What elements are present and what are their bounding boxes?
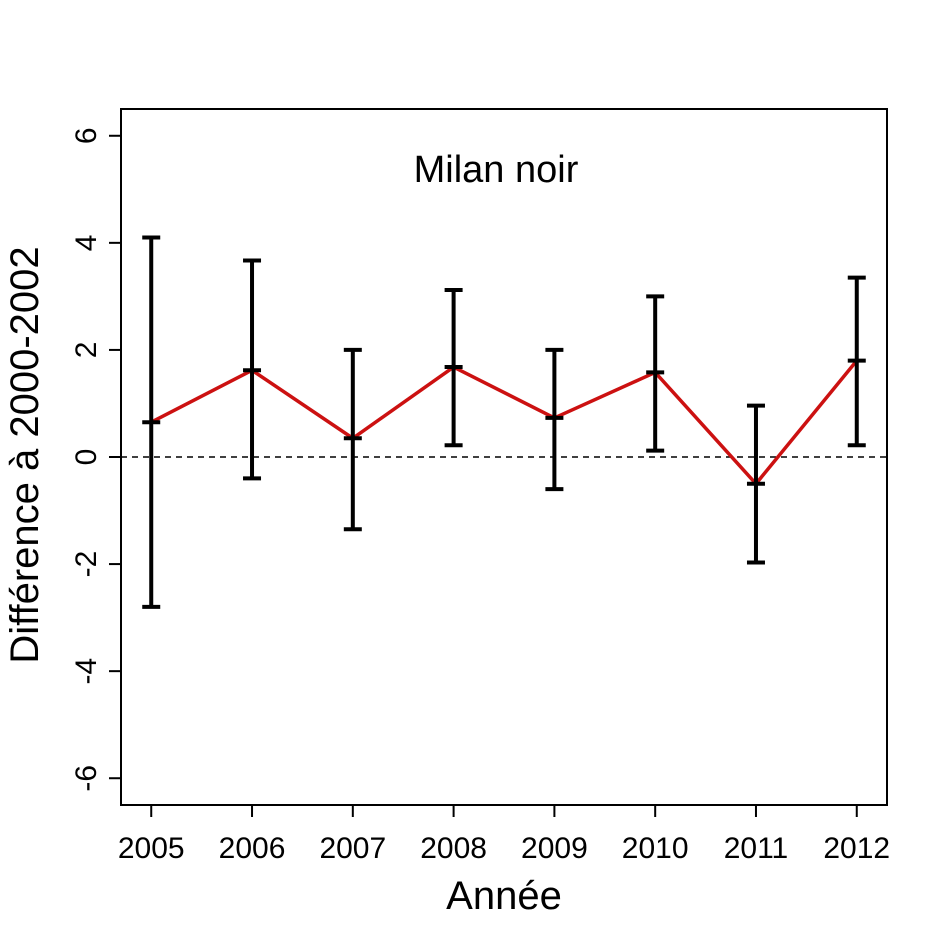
- x-tick-label: 2005: [118, 832, 185, 865]
- error-bar: [847, 275, 866, 448]
- y-tick-label: -4: [70, 658, 103, 685]
- y-tick-label: 4: [70, 235, 103, 252]
- error-bar: [444, 287, 463, 448]
- error-bar: [746, 403, 765, 565]
- y-tick-label: -6: [70, 765, 103, 792]
- x-axis: 2005 2006 2007 2008 2009 2010 2011 2012: [118, 804, 890, 865]
- x-tick-label: 2007: [319, 832, 386, 865]
- y-tick-label: -2: [70, 551, 103, 578]
- series-line: [150, 359, 859, 486]
- x-axis-title: Année: [446, 874, 562, 918]
- error-bar: [142, 235, 161, 609]
- error-bar: [646, 294, 665, 453]
- error-bar: [343, 347, 362, 532]
- x-tick-label: 2011: [724, 832, 789, 865]
- y-tick-label: 2: [70, 342, 103, 359]
- chart-title: Milan noir: [414, 149, 579, 191]
- error-bar: [545, 347, 564, 492]
- x-tick-label: 2006: [219, 832, 286, 865]
- y-axis: -6 -4 -2 0 2 4 6: [70, 127, 122, 792]
- x-tick-label: 2008: [420, 832, 487, 865]
- x-tick-label: 2009: [521, 832, 588, 865]
- x-tick-label: 2012: [823, 832, 890, 865]
- x-tick-label: 2010: [622, 832, 689, 865]
- error-bar: [243, 258, 262, 481]
- y-tick-label: 0: [70, 449, 103, 466]
- y-axis-title: Différence à 2000-2002: [3, 246, 47, 663]
- series-layer: [150, 359, 859, 486]
- y-tick-label: 6: [70, 127, 103, 144]
- errorbar-layer: [142, 235, 866, 609]
